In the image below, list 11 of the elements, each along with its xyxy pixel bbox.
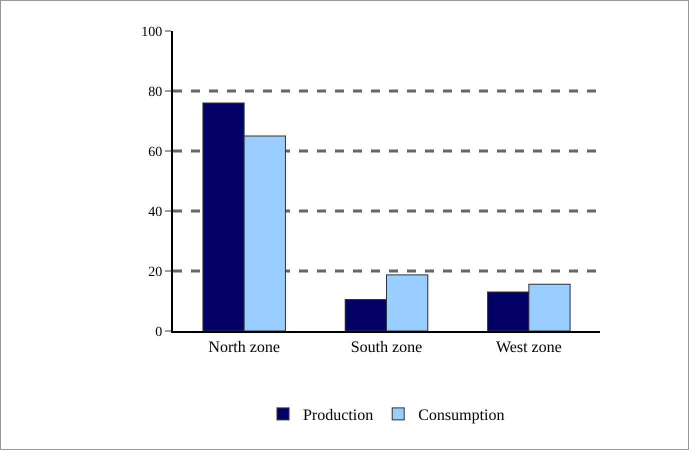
- y-tick-label: 40: [148, 204, 162, 220]
- x-tick-label: South zone: [350, 339, 422, 356]
- y-tick-label: 80: [148, 84, 162, 100]
- x-tick-label: West zone: [496, 339, 562, 356]
- legend-label: Consumption: [418, 407, 504, 424]
- x-tick-label: North zone: [208, 339, 280, 356]
- y-tick-label: 60: [148, 144, 162, 160]
- legend-label: Production: [303, 407, 374, 424]
- y-tick-label: 0: [155, 324, 162, 340]
- y-tick-label: 100: [141, 24, 162, 40]
- y-tick-label: 20: [148, 264, 162, 280]
